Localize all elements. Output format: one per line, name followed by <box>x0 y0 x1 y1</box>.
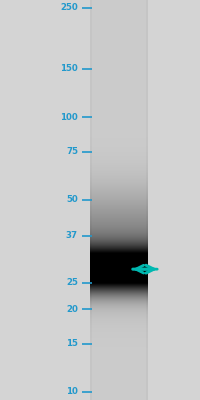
Text: 75: 75 <box>66 147 78 156</box>
Text: 100: 100 <box>60 113 78 122</box>
Text: 37: 37 <box>66 232 78 240</box>
Text: 25: 25 <box>66 278 78 287</box>
Text: 20: 20 <box>66 305 78 314</box>
Text: 10: 10 <box>66 388 78 396</box>
Text: 150: 150 <box>60 64 78 74</box>
Text: 15: 15 <box>66 339 78 348</box>
Text: 50: 50 <box>66 196 78 204</box>
Text: 250: 250 <box>60 4 78 12</box>
